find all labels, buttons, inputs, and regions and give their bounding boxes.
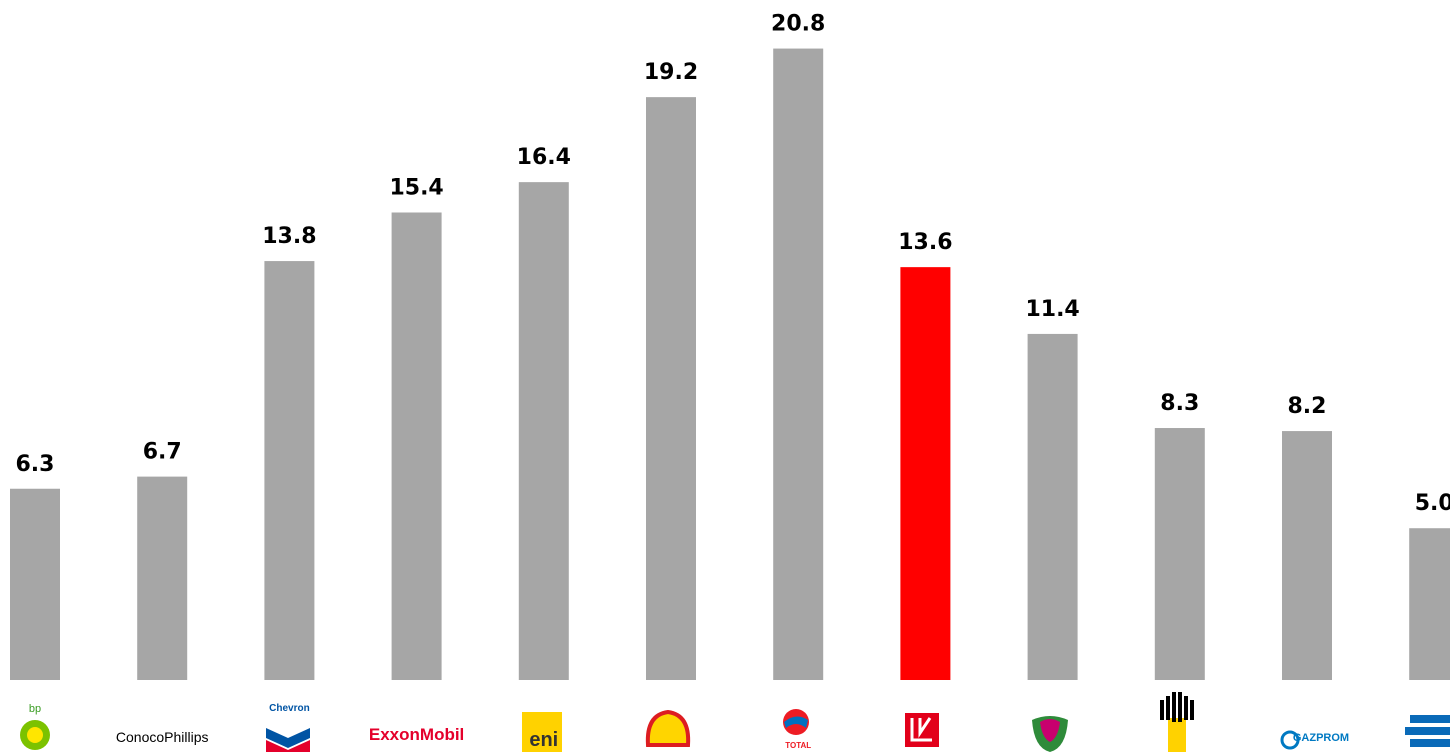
last-logo bbox=[1410, 739, 1450, 747]
lukoil-logo-mark bbox=[910, 717, 932, 742]
value-label: 6.7 bbox=[143, 440, 182, 465]
value-label: 20.8 bbox=[771, 12, 825, 37]
value-label: 8.3 bbox=[1160, 391, 1199, 416]
last-logo bbox=[1405, 727, 1450, 735]
bar bbox=[391, 212, 442, 680]
bar bbox=[137, 476, 188, 680]
bashneft-logo-inner bbox=[1040, 719, 1060, 742]
bar bbox=[773, 48, 824, 681]
x-tick-label: GAZPROM bbox=[1293, 732, 1349, 744]
value-label: 6.3 bbox=[16, 452, 55, 477]
x-tick-label: eni bbox=[529, 729, 558, 751]
value-label: 11.4 bbox=[1025, 297, 1079, 322]
value-label: 13.6 bbox=[898, 230, 952, 255]
bar bbox=[264, 261, 315, 680]
chevron-logo bbox=[266, 728, 310, 748]
shell-logo bbox=[645, 709, 691, 747]
bar bbox=[900, 267, 951, 680]
eni-logo bbox=[522, 712, 562, 752]
x-tick-label: Chevron bbox=[269, 703, 310, 714]
rosneft-logo-mark bbox=[1160, 692, 1194, 722]
logo-shapes bbox=[20, 692, 1450, 752]
x-tick-label: bp bbox=[29, 703, 41, 715]
value-label: 16.4 bbox=[517, 145, 571, 170]
bar bbox=[1409, 528, 1450, 680]
bar bbox=[10, 488, 60, 680]
x-tick-label: ExxonMobil bbox=[369, 725, 464, 744]
bar bbox=[518, 182, 569, 680]
bp-logo-center bbox=[27, 727, 43, 743]
value-label: 13.8 bbox=[262, 224, 316, 249]
chevron-logo bbox=[266, 740, 310, 752]
total-logo-wave bbox=[784, 716, 808, 728]
rosneft-logo bbox=[1168, 718, 1186, 752]
gazprom-logo bbox=[1280, 730, 1300, 750]
last-logo bbox=[1410, 715, 1450, 723]
bar bbox=[1027, 333, 1078, 680]
bar bbox=[1282, 431, 1332, 680]
value-label: 8.2 bbox=[1288, 394, 1327, 419]
x-tick-label: ConocoPhillips bbox=[116, 729, 209, 745]
bar bbox=[1154, 428, 1205, 680]
value-label: 15.4 bbox=[389, 176, 443, 201]
value-label: 5.0 bbox=[1415, 491, 1450, 516]
bar bbox=[646, 97, 696, 680]
x-tick-label: TOTAL bbox=[785, 741, 811, 750]
value-label: 19.2 bbox=[644, 60, 698, 85]
